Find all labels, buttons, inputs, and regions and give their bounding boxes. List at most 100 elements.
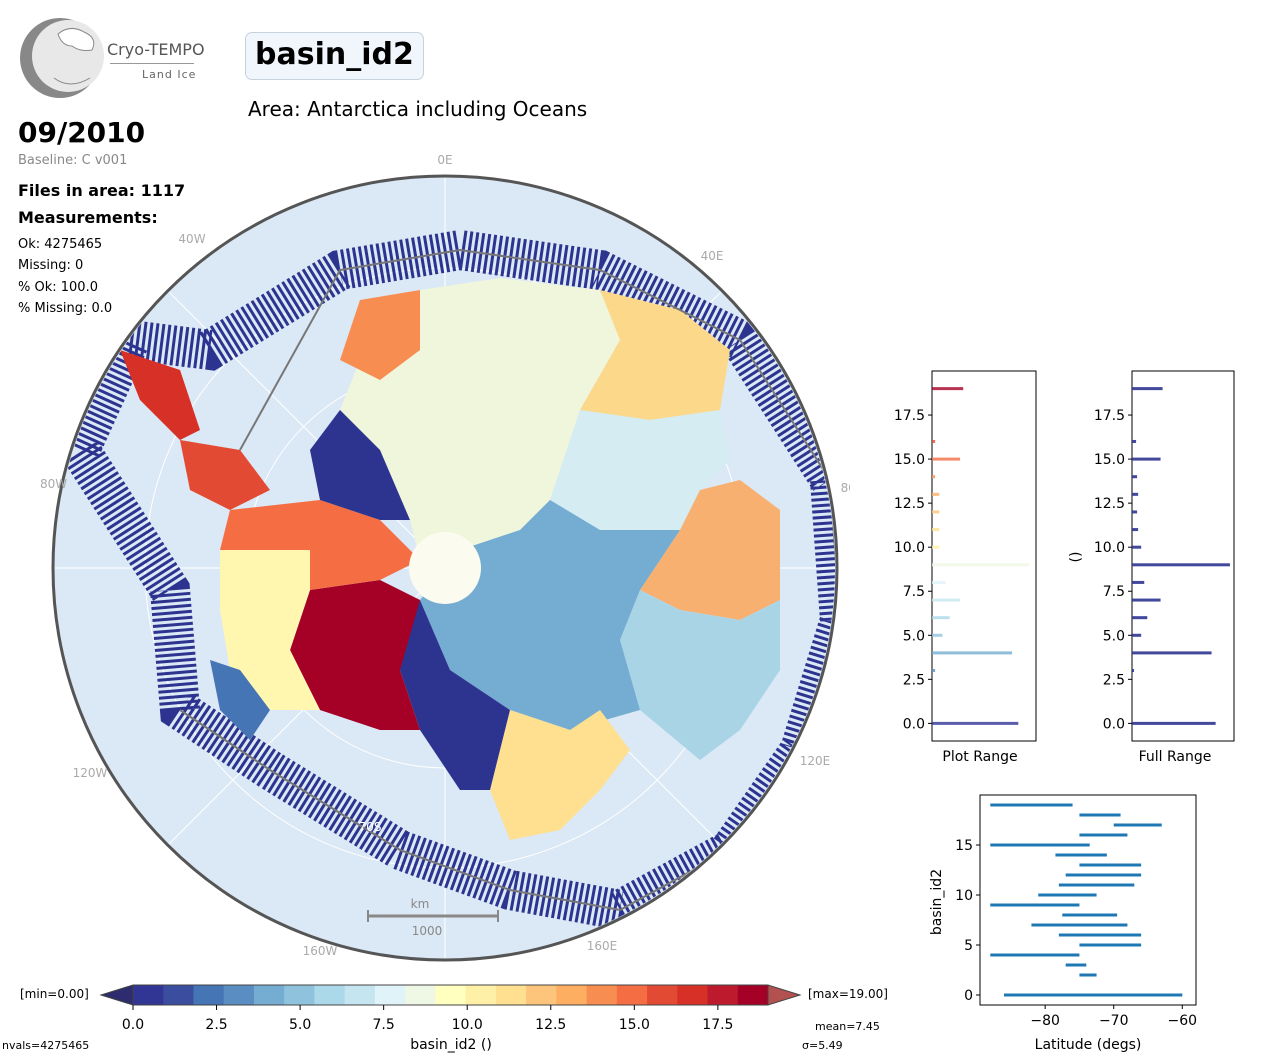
full-range-ylabel: () bbox=[1068, 552, 1084, 563]
lon-label-160w: 160W bbox=[303, 944, 338, 958]
sigma-label: σ=5.49 bbox=[802, 1039, 843, 1052]
ok-count: Ok: 4275465 bbox=[18, 237, 103, 252]
colorbar-segment bbox=[737, 985, 769, 1005]
colorbar-segment bbox=[193, 985, 225, 1005]
histogram-ytick-label: 7.5 bbox=[903, 584, 925, 600]
latitude-xlabel: Latitude (degs) bbox=[1035, 1037, 1142, 1053]
colorbar-segment bbox=[647, 985, 678, 1005]
histogram-ytick-label: 0.0 bbox=[903, 716, 925, 732]
histogram-full-range: 0.0 2.5 5.0 7.5 10.0 12.5 15.0 17.5 () Full Ran… bbox=[1068, 370, 1235, 765]
histogram-bar bbox=[932, 580, 946, 584]
lon-label-80w: 80W bbox=[40, 477, 67, 491]
measurements-heading: Measurements: bbox=[18, 208, 158, 227]
histogram-bar bbox=[1132, 510, 1138, 514]
histogram-ytick-label: 12.5 bbox=[1094, 496, 1125, 512]
pct-missing: % Missing: 0.0 bbox=[18, 301, 113, 316]
mean-label: mean=7.45 bbox=[815, 1020, 880, 1033]
colorbar-segment bbox=[495, 985, 527, 1005]
histogram-ytick-label: 10.0 bbox=[894, 540, 925, 556]
lon-label-120w: 120W bbox=[73, 766, 108, 780]
latitude-xtick-label: −80 bbox=[1030, 1013, 1060, 1029]
plot-range-bars bbox=[932, 387, 1029, 725]
scale-value: 1000 bbox=[412, 924, 443, 938]
histogram-ytick-label: 12.5 bbox=[894, 496, 925, 512]
latitude-ytick-label: 15 bbox=[955, 838, 973, 854]
histogram-bar bbox=[932, 492, 940, 496]
colorbar-segment bbox=[616, 985, 648, 1005]
map-lon-labels: 0E 40E 80E 120E 160E 160W 120W 80W 40W bbox=[40, 153, 850, 958]
histogram-bar bbox=[932, 669, 936, 673]
colorbar-segment bbox=[163, 985, 194, 1005]
colorbar-tick-label: 2.5 bbox=[205, 1017, 227, 1033]
histogram-ytick-label: 10.0 bbox=[1094, 540, 1125, 556]
histogram-bar bbox=[1132, 563, 1230, 567]
latitude-ytick-label: 5 bbox=[964, 938, 973, 954]
colorbar-over-arrow bbox=[767, 984, 802, 1006]
cryo-tempo-logo bbox=[20, 18, 104, 98]
latitude-xticks: −80 −70 −60 bbox=[1030, 1005, 1197, 1029]
colorbar-segment bbox=[526, 985, 557, 1005]
histogram-ytick-label: 2.5 bbox=[903, 672, 925, 688]
missing-count: Missing: 0 bbox=[18, 258, 84, 273]
histogram-bar bbox=[1132, 457, 1161, 461]
colorbar-tick-label: 7.5 bbox=[373, 1017, 395, 1033]
colorbar-tick-label: 17.5 bbox=[702, 1017, 733, 1033]
histogram-bar bbox=[1132, 545, 1142, 549]
full-range-bars bbox=[1132, 387, 1230, 725]
histogram-ytick-label: 5.0 bbox=[903, 628, 925, 644]
colorbar-segment bbox=[465, 985, 497, 1005]
colorbar-label: basin_id2 () bbox=[410, 1037, 492, 1053]
colorbar-segment bbox=[556, 985, 588, 1005]
colorbar-tick-label: 12.5 bbox=[535, 1017, 566, 1033]
scale-bar: km 1000 bbox=[367, 897, 499, 938]
lon-label-40e: 40E bbox=[701, 249, 724, 263]
colorbar-segment bbox=[435, 985, 467, 1005]
lon-label-0e: 0E bbox=[437, 153, 452, 167]
nvals-label: nvals=4275465 bbox=[2, 1039, 89, 1052]
histogram-bar bbox=[1132, 439, 1137, 443]
logo-subtitle: Land Ice bbox=[142, 68, 197, 81]
histogram-bar bbox=[1132, 580, 1145, 584]
colorbar-ticks: 0.0 2.5 5.0 7.5 10.0 12.5 15.0 17.5 bbox=[122, 1005, 733, 1033]
full-range-yticks: 0.0 2.5 5.0 7.5 10.0 12.5 15.0 17.5 bbox=[1094, 408, 1132, 732]
colorbar-segment bbox=[405, 985, 436, 1005]
histogram-bar bbox=[1132, 492, 1139, 496]
lat-label-70s: 70S bbox=[359, 820, 382, 834]
colorbar-tick-label: 0.0 bbox=[122, 1017, 144, 1033]
histogram-bar bbox=[932, 475, 936, 479]
colorbar-tick-label: 10.0 bbox=[452, 1017, 483, 1033]
colorbar-under-arrow bbox=[99, 984, 134, 1006]
histogram-bar bbox=[1132, 669, 1135, 673]
colorbar-segment bbox=[344, 985, 376, 1005]
histogram-bar bbox=[932, 651, 1013, 655]
latitude-xtick-label: −60 bbox=[1168, 1013, 1198, 1029]
histogram-ytick-label: 15.0 bbox=[894, 452, 925, 468]
histogram-ytick-label: 17.5 bbox=[1094, 408, 1125, 424]
histogram-bar bbox=[932, 633, 943, 637]
histogram-bar bbox=[932, 616, 950, 620]
colorbar-segment bbox=[314, 985, 346, 1005]
colorbar-segment bbox=[586, 985, 618, 1005]
latitude-yticks: 0 5 10 15 bbox=[955, 838, 980, 1004]
antarctica-basins bbox=[57, 229, 835, 931]
plot-range-title: Plot Range bbox=[942, 749, 1017, 765]
histogram-bar bbox=[932, 457, 961, 461]
latitude-range-chart: −80 −70 −60 0 5 10 15 Latitude (degs) basin_i… bbox=[929, 794, 1197, 1053]
colorbar-segments bbox=[133, 985, 769, 1005]
histogram-bar bbox=[1132, 651, 1212, 655]
histogram-ytick-label: 0.0 bbox=[1103, 716, 1125, 732]
latitude-ytick-label: 0 bbox=[964, 988, 973, 1004]
colorbar-segment bbox=[677, 985, 709, 1005]
histogram-ytick-label: 15.0 bbox=[1094, 452, 1125, 468]
lon-label-40w: 40W bbox=[178, 232, 205, 246]
latitude-xtick-label: −70 bbox=[1099, 1013, 1129, 1029]
area-label: Area: Antarctica including Oceans bbox=[248, 97, 588, 121]
polar-map: 0E 40E 80E 120E 160E 160W 120W 80W 40W 7… bbox=[40, 153, 850, 962]
parameter-title: basin_id2 bbox=[245, 32, 424, 80]
histogram-bar bbox=[1132, 633, 1142, 637]
colorbar: [min=0.00] [max=19.00] 0.0 2.5 5.0 7.5 10.0 1… bbox=[2, 984, 888, 1053]
histogram-bar bbox=[932, 439, 936, 443]
colorbar-segment bbox=[374, 985, 406, 1005]
colorbar-segment bbox=[253, 985, 285, 1005]
colorbar-segment bbox=[133, 985, 164, 1005]
